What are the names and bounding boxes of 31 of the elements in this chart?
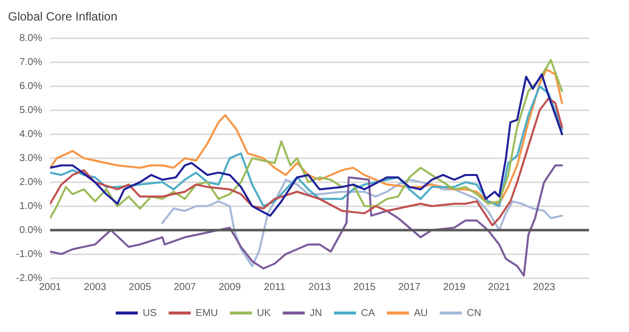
- y-tick-label: 3.0%: [19, 152, 42, 164]
- legend-label: EMU: [196, 308, 218, 319]
- legend-label: JN: [310, 308, 322, 319]
- y-tick-label: 5.0%: [19, 105, 42, 116]
- y-tick-label: 8.0%: [19, 33, 42, 44]
- legend-label: CA: [361, 308, 376, 319]
- legend-label: UK: [256, 308, 272, 319]
- x-tick-label: 2017: [398, 282, 421, 293]
- x-tick-label: 2019: [443, 282, 466, 293]
- y-tick-label: 0.0%: [19, 224, 42, 236]
- y-tick-label: 7.0%: [19, 57, 42, 68]
- x-tick-label: 2005: [128, 282, 152, 293]
- y-tick-label: 4.0%: [19, 128, 42, 140]
- x-tick-label: 2021: [488, 282, 511, 293]
- y-tick-label: 2.0%: [19, 176, 42, 188]
- legend-label: US: [142, 308, 157, 319]
- x-tick-label: 2003: [84, 282, 107, 293]
- x-tick-label: 2015: [353, 282, 376, 293]
- y-tick-label: 6.0%: [19, 81, 42, 92]
- x-tick-label: 2023: [532, 282, 556, 293]
- legend-label: CN: [466, 308, 482, 319]
- y-tick-label: -2.0%: [16, 272, 42, 284]
- chart-title: Global Core Inflation: [8, 10, 118, 24]
- x-tick-label: 2001: [39, 282, 62, 293]
- y-tick-label: 1.0%: [19, 200, 42, 212]
- x-tick-label: 2013: [308, 282, 332, 293]
- y-tick-label: -1.0%: [16, 248, 42, 260]
- legend-label: AU: [414, 308, 428, 319]
- x-tick-label: 2009: [218, 282, 242, 293]
- x-tick-label: 2007: [174, 282, 196, 293]
- x-tick-label: 2011: [264, 282, 286, 293]
